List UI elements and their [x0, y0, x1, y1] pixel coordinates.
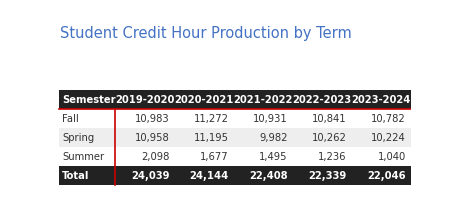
Text: Summer: Summer — [62, 152, 104, 162]
Text: 11,272: 11,272 — [194, 114, 228, 124]
Text: 1,677: 1,677 — [200, 152, 228, 162]
Text: Semester: Semester — [62, 95, 116, 105]
Text: 22,408: 22,408 — [249, 171, 288, 181]
Text: Total: Total — [62, 171, 90, 181]
Text: 22,339: 22,339 — [308, 171, 347, 181]
Text: 10,782: 10,782 — [371, 114, 406, 124]
Text: 2021-2022: 2021-2022 — [233, 95, 292, 105]
Text: Student Credit Hour Production by Term: Student Credit Hour Production by Term — [60, 26, 352, 41]
Text: 2019-2020: 2019-2020 — [115, 95, 175, 105]
Text: 10,958: 10,958 — [135, 133, 170, 143]
Text: 1,040: 1,040 — [377, 152, 406, 162]
Text: 10,983: 10,983 — [135, 114, 170, 124]
Text: 11,195: 11,195 — [194, 133, 228, 143]
Text: 10,262: 10,262 — [312, 133, 347, 143]
Text: 9,982: 9,982 — [259, 133, 288, 143]
Text: 10,841: 10,841 — [312, 114, 347, 124]
Text: 10,931: 10,931 — [253, 114, 288, 124]
Text: Fall: Fall — [62, 114, 79, 124]
Text: 24,144: 24,144 — [189, 171, 228, 181]
Text: 10,224: 10,224 — [371, 133, 406, 143]
Text: 2,098: 2,098 — [141, 152, 170, 162]
Text: 2020-2021: 2020-2021 — [174, 95, 234, 105]
Text: 1,236: 1,236 — [318, 152, 347, 162]
Text: 2022-2023: 2022-2023 — [292, 95, 351, 105]
Text: 24,039: 24,039 — [131, 171, 170, 181]
Text: Spring: Spring — [62, 133, 95, 143]
Text: 2023-2024: 2023-2024 — [351, 95, 411, 105]
Text: 1,495: 1,495 — [259, 152, 288, 162]
Text: 22,046: 22,046 — [367, 171, 406, 181]
